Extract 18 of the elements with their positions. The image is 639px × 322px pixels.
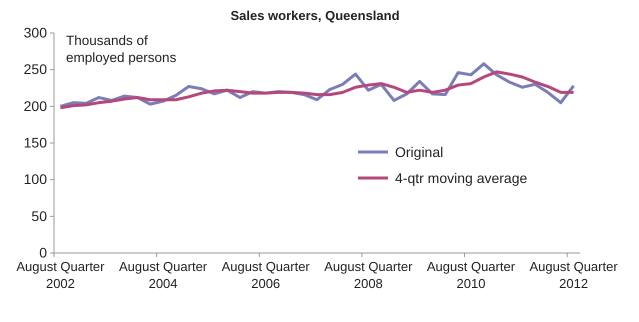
legend-label: Original	[395, 144, 444, 160]
y-tick-label: 300	[24, 24, 48, 40]
x-tick-label: August Quarter 2008	[324, 259, 414, 291]
x-tick-label: August Quarter 2006	[222, 259, 310, 291]
y-tick-label: 250	[24, 61, 48, 78]
x-tick-label: August Quarter 2010	[426, 259, 516, 291]
x-tick-label: August Quarter 2002	[16, 259, 106, 291]
y-tick-label: 0	[39, 244, 48, 260]
y-tick-label: 200	[24, 98, 48, 114]
y-tick-label: 100	[24, 171, 48, 188]
y-tick-label: 150	[24, 134, 48, 150]
y-axis-title: Thousands of employed persons	[66, 33, 177, 65]
x-tick-label: August Quarter 2004	[118, 259, 208, 291]
legend-label: 4-qtr moving average	[395, 170, 528, 186]
line-series	[58, 70, 576, 110]
x-tick-label: August Quarter 2012	[530, 259, 618, 291]
chart-title: Sales workers, Queensland	[230, 8, 400, 23]
y-tick-label: 50	[31, 208, 48, 224]
